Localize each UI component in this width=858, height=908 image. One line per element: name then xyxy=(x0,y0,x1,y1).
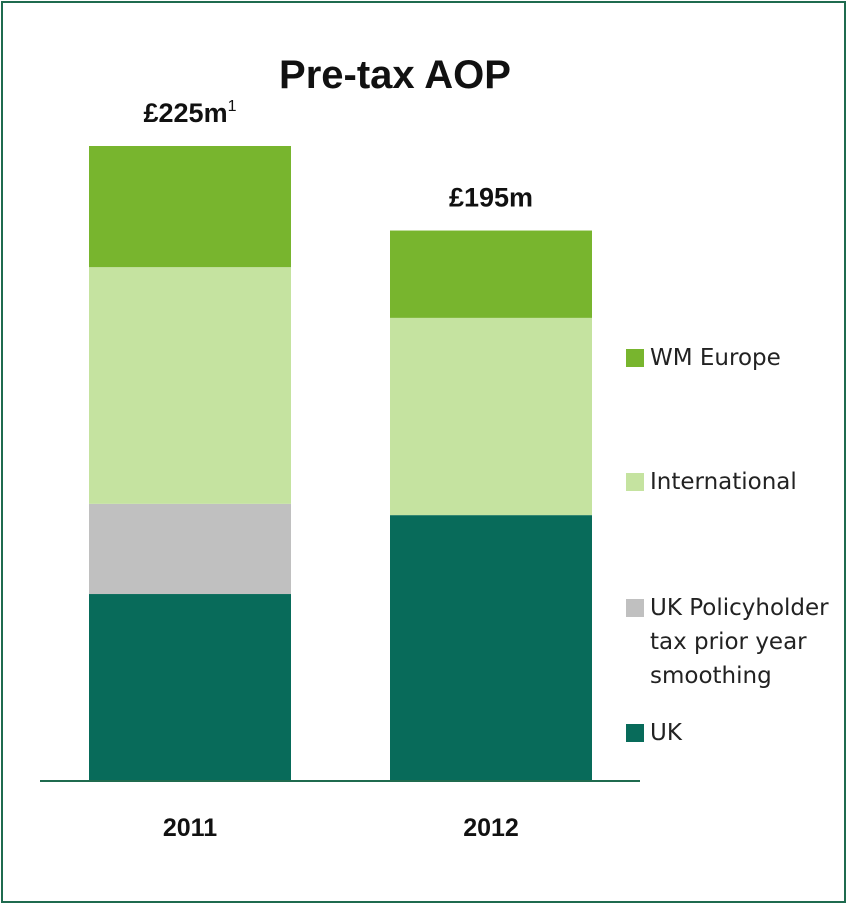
frame xyxy=(1,1,846,903)
bar-segment xyxy=(390,515,592,780)
bar-segment xyxy=(89,594,291,780)
legend-swatch xyxy=(626,473,644,491)
x-tick-label: 2012 xyxy=(463,814,519,842)
legend-item: International xyxy=(626,465,850,499)
legend-item: UK xyxy=(626,716,850,750)
bar-segment xyxy=(89,146,291,268)
chart-title: Pre-tax AOP xyxy=(279,53,511,97)
legend-label: WM Europe xyxy=(650,345,781,371)
legend-item: UK Policyholder tax prior year smoothing xyxy=(626,591,858,693)
bar-segment xyxy=(89,503,291,595)
total-label-text: £195m xyxy=(449,183,533,213)
legend-item: WM Europe xyxy=(626,341,850,375)
legend-swatch xyxy=(626,599,644,617)
total-label-text: £225m xyxy=(144,98,228,128)
x-tick-label: 2011 xyxy=(163,814,217,842)
bar-segment xyxy=(89,267,291,504)
footnote-marker: 1 xyxy=(228,98,237,115)
bar-segment xyxy=(390,230,592,318)
total-label: £195m xyxy=(449,183,533,213)
legend-label: UK Policyholder tax prior year smoothing xyxy=(650,595,829,689)
legend-label: UK xyxy=(650,720,682,746)
bar-segment xyxy=(390,317,592,516)
legend-label: International xyxy=(650,469,797,495)
total-label: £225m1 xyxy=(144,98,237,128)
legend-swatch xyxy=(626,349,644,367)
legend-swatch xyxy=(626,724,644,742)
